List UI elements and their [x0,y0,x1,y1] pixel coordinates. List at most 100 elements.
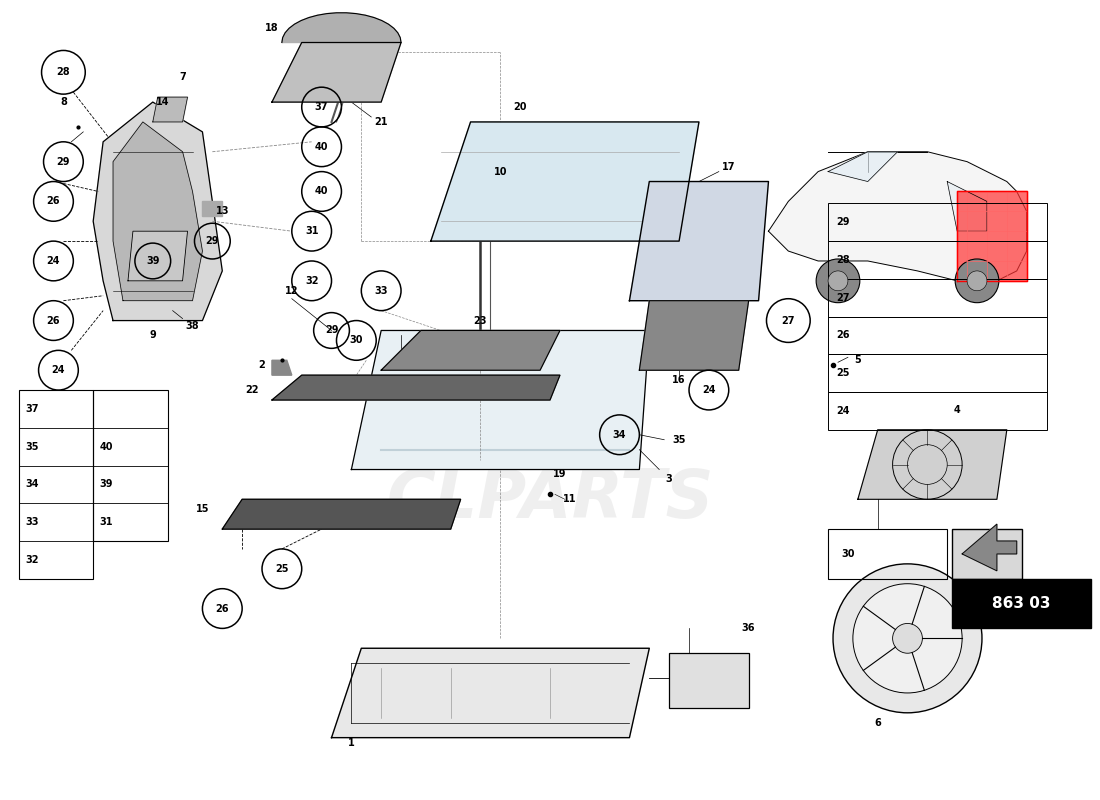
Polygon shape [639,301,749,370]
Text: 25: 25 [275,564,288,574]
Text: 29: 29 [836,218,849,227]
Polygon shape [431,122,698,241]
Text: 17: 17 [722,162,736,172]
Bar [828,392,1046,430]
Text: 32: 32 [25,555,39,565]
Text: 4: 4 [954,405,960,415]
Text: CLPARTS: CLPARTS [386,466,714,532]
Polygon shape [272,375,560,400]
Text: 31: 31 [99,517,113,527]
Text: 9: 9 [150,330,156,341]
Text: 29: 29 [324,326,339,335]
Text: 37: 37 [315,102,328,112]
Polygon shape [351,330,649,470]
Circle shape [833,564,982,713]
Text: 5: 5 [855,355,861,366]
Text: 24: 24 [836,406,849,416]
Text: 39: 39 [99,479,113,490]
Polygon shape [962,524,1016,571]
Text: 40: 40 [99,442,113,452]
Bar [828,317,1046,354]
Polygon shape [957,191,1026,281]
Polygon shape [331,648,649,738]
Polygon shape [272,42,402,102]
Text: 6: 6 [874,718,881,728]
Text: 24: 24 [52,366,65,375]
Text: 10: 10 [494,166,507,177]
Bar [828,279,1046,317]
Circle shape [967,271,987,290]
Circle shape [892,623,923,654]
Bar [19,390,94,578]
Polygon shape [382,330,560,370]
Text: 33: 33 [374,286,388,296]
Text: 30: 30 [842,549,855,559]
Text: 36: 36 [741,623,756,634]
Text: 40: 40 [315,186,328,197]
Text: 29: 29 [206,236,219,246]
Circle shape [955,259,999,302]
Text: 35: 35 [672,434,685,445]
Polygon shape [222,499,461,529]
Polygon shape [858,430,1006,499]
Text: 26: 26 [46,315,60,326]
Bar [953,529,1022,578]
Text: 37: 37 [25,404,39,414]
Polygon shape [282,13,402,42]
Text: 35: 35 [25,442,39,452]
Polygon shape [272,360,292,375]
Circle shape [816,259,860,302]
Bar [828,203,1046,241]
Bar [953,578,1091,629]
Text: 31: 31 [305,226,318,236]
Text: 25: 25 [836,368,849,378]
Bar [828,354,1046,392]
Text: 33: 33 [25,517,39,527]
Text: 3: 3 [666,474,672,485]
Text: 7: 7 [179,72,186,82]
Text: 14: 14 [156,97,169,107]
Text: 28: 28 [56,67,70,78]
Text: 19: 19 [553,470,566,479]
Text: 34: 34 [613,430,626,440]
Text: 13: 13 [216,206,229,216]
Circle shape [828,271,848,290]
Text: 26: 26 [46,196,60,206]
Text: 24: 24 [702,385,716,395]
Text: 27: 27 [782,315,795,326]
Bar [828,529,947,578]
Text: 38: 38 [186,321,199,330]
Text: 29: 29 [57,157,70,166]
Polygon shape [153,97,187,122]
Text: 27: 27 [836,293,849,302]
Polygon shape [128,231,187,281]
Text: 1: 1 [348,738,355,748]
Text: 16: 16 [672,375,685,385]
Text: 32: 32 [305,276,318,286]
Text: 8: 8 [60,97,67,107]
Polygon shape [629,182,769,301]
Text: 26: 26 [216,603,229,614]
Text: 26: 26 [836,330,849,341]
Circle shape [852,584,962,693]
Text: 34: 34 [25,479,39,490]
Text: 18: 18 [265,22,278,33]
Text: 15: 15 [196,504,209,514]
Polygon shape [94,102,222,321]
Text: 20: 20 [514,102,527,112]
Text: 12: 12 [285,286,298,296]
Bar [94,390,167,541]
Bar [669,654,749,708]
Text: 11: 11 [563,494,576,504]
Text: 21: 21 [374,117,388,127]
Text: 28: 28 [836,255,850,265]
Polygon shape [828,152,898,182]
Polygon shape [113,122,202,301]
Text: 39: 39 [146,256,160,266]
Text: 2: 2 [258,360,265,370]
Polygon shape [202,202,222,216]
Text: 23: 23 [474,315,487,326]
Text: 24: 24 [46,256,60,266]
Text: 40: 40 [315,142,328,152]
Text: 863 03: 863 03 [992,596,1050,611]
